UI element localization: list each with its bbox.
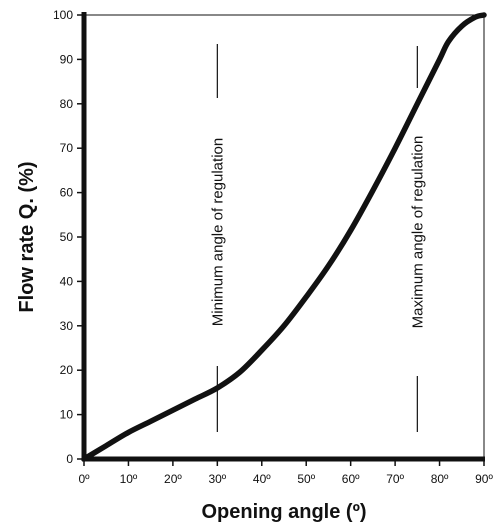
y-tick-label: 80 [60, 97, 74, 111]
x-tick-label: 80º [431, 472, 449, 486]
x-axis-title: Opening angle (º) [201, 501, 366, 523]
annotation-label: Minimum angle of regulation [209, 138, 226, 326]
x-tick-label: 90º [475, 472, 493, 486]
max-angle-annotation: Maximum angle of regulation [409, 46, 426, 432]
y-tick-label: 70 [60, 141, 74, 155]
y-tick-label: 40 [60, 274, 74, 288]
x-tick-label: 30º [208, 472, 226, 486]
y-tick-label: 20 [60, 363, 74, 377]
y-tick-label: 50 [60, 230, 74, 244]
x-tick-label: 0º [78, 472, 90, 486]
x-tick-label: 40º [253, 472, 271, 486]
x-tick-label: 20º [164, 472, 182, 486]
y-axis-title: Flow rate Q. (%) [16, 161, 38, 312]
y-tick-label: 100 [53, 8, 73, 22]
flow-rate-curve [81, 12, 487, 462]
annotation-label: Maximum angle of regulation [409, 136, 426, 329]
y-tick-label: 10 [60, 408, 74, 422]
y-tick-label: 0 [66, 452, 73, 466]
y-axis-ticks: 0 10 20 30 40 50 60 70 80 90 100 [53, 8, 84, 466]
x-tick-label: 50º [297, 472, 315, 486]
min-angle-annotation: Minimum angle of regulation [209, 44, 226, 432]
x-axis-ticks: 0º 10º 20º 30º 40º 50º 60º 70º 80º 90º [78, 459, 493, 486]
y-tick-label: 60 [60, 186, 74, 200]
x-tick-label: 60º [342, 472, 360, 486]
y-tick-label: 30 [60, 319, 74, 333]
y-tick-label: 90 [60, 52, 74, 66]
annotations: Minimum angle of regulation Maximum angle… [209, 44, 426, 432]
x-tick-label: 70º [386, 472, 404, 486]
x-tick-label: 10º [120, 472, 138, 486]
